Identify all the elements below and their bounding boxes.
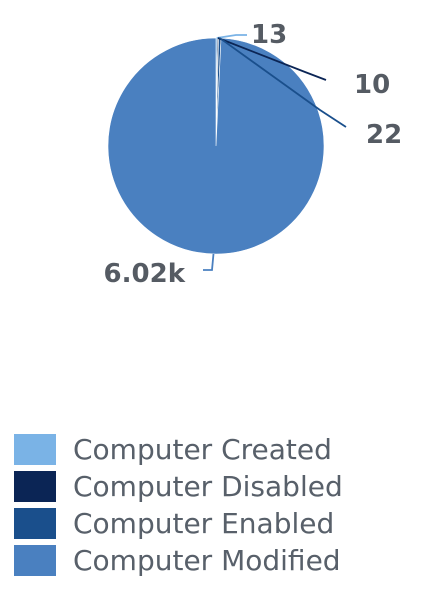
data-label-computer-enabled: 22 <box>366 120 402 150</box>
data-label-computer-created: 13 <box>251 20 287 50</box>
legend-swatch-computer-created <box>14 434 56 465</box>
legend-label: Computer Modified <box>73 544 341 577</box>
pie-slice-computer-modified[interactable] <box>107 37 325 255</box>
legend-item-computer-enabled[interactable]: Computer Enabled <box>14 505 343 542</box>
legend-label: Computer Created <box>73 433 332 466</box>
legend-item-computer-created[interactable]: Computer Created <box>14 431 343 468</box>
legend-label: Computer Disabled <box>73 470 343 503</box>
legend-item-computer-disabled[interactable]: Computer Disabled <box>14 468 343 505</box>
connector-computer-created <box>216 34 247 39</box>
legend-label: Computer Enabled <box>73 507 335 540</box>
legend-swatch-computer-modified <box>14 545 56 576</box>
connector-computer-modified <box>203 253 215 271</box>
pie-slices <box>107 37 325 255</box>
connector-computer-disabled <box>217 37 327 81</box>
legend-swatch-computer-disabled <box>14 471 56 502</box>
data-labels: 13 10 22 6.02k <box>104 20 403 289</box>
connector-computer-enabled <box>219 37 347 128</box>
data-label-computer-disabled: 10 <box>354 70 390 100</box>
legend-item-computer-modified[interactable]: Computer Modified <box>14 542 343 579</box>
label-connectors <box>203 34 347 271</box>
legend-swatch-computer-enabled <box>14 508 56 539</box>
legend: Computer Created Computer Disabled Compu… <box>14 431 343 579</box>
data-label-computer-modified: 6.02k <box>104 259 186 289</box>
